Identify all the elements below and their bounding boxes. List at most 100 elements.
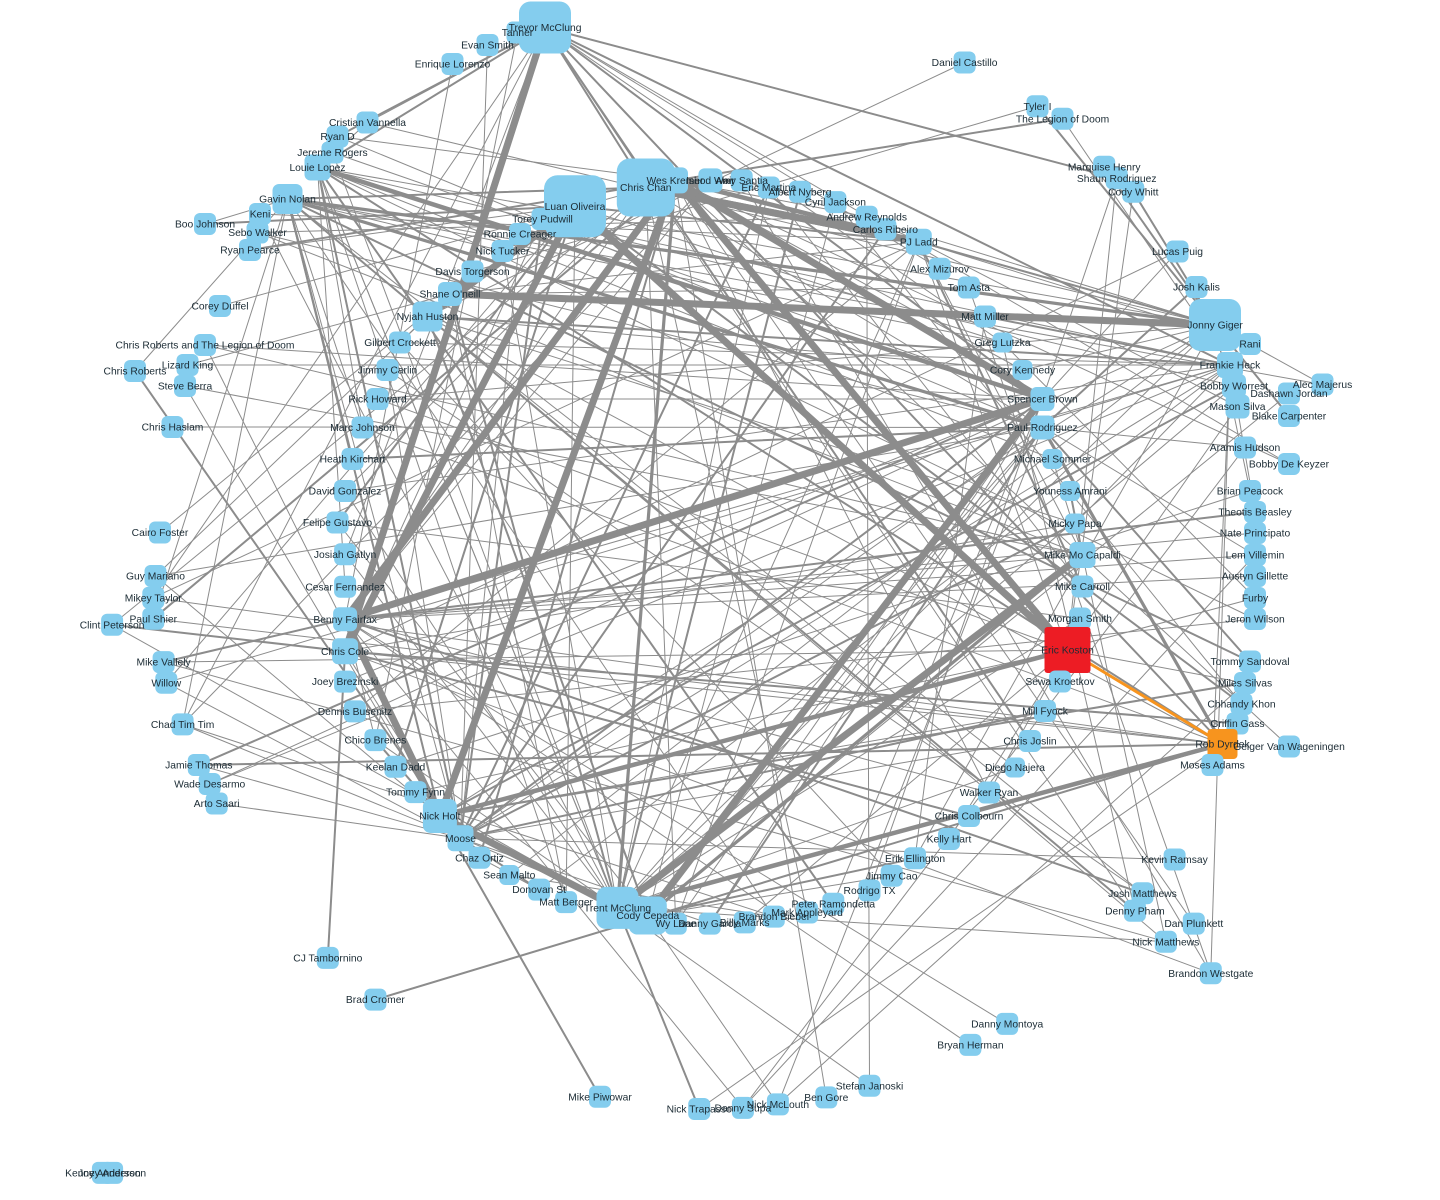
svg-text:Cristian Vannella: Cristian Vannella	[329, 118, 406, 129]
svg-text:CJ Tambornino: CJ Tambornino	[293, 954, 362, 965]
svg-text:Mike Carroll: Mike Carroll	[1055, 582, 1110, 593]
svg-text:Nyjah Huston: Nyjah Huston	[397, 312, 459, 323]
svg-text:Cairo Foster: Cairo Foster	[132, 528, 189, 539]
svg-text:Guy Mariano: Guy Mariano	[126, 572, 185, 583]
svg-text:Jamie Thomas: Jamie Thomas	[165, 761, 232, 772]
svg-text:Jonny Giger: Jonny Giger	[1187, 321, 1243, 332]
svg-text:Tanner: Tanner	[502, 28, 534, 39]
svg-text:Mikey Taylor: Mikey Taylor	[125, 593, 183, 604]
svg-text:Ryan Pearce: Ryan Pearce	[220, 246, 280, 257]
svg-text:Nick Holt: Nick Holt	[419, 812, 460, 823]
svg-text:Sewa Kroetkov: Sewa Kroetkov	[1025, 677, 1095, 688]
svg-text:Corey Duffel: Corey Duffel	[191, 302, 248, 313]
svg-text:Jereme Rogers: Jereme Rogers	[297, 148, 367, 159]
svg-text:Chris Roberts and The Legion o: Chris Roberts and The Legion of Doom	[116, 341, 295, 352]
svg-text:Davis Torgerson: Davis Torgerson	[435, 267, 509, 278]
svg-text:Nick Trapasso: Nick Trapasso	[667, 1105, 733, 1116]
svg-text:Chico Brenes: Chico Brenes	[344, 736, 406, 747]
svg-text:Dashawn Jordan: Dashawn Jordan	[1250, 389, 1328, 400]
svg-text:Brandon Westgate: Brandon Westgate	[1168, 969, 1253, 980]
svg-text:Tom Asta: Tom Asta	[948, 283, 991, 294]
svg-text:Mike Mo Capaldi: Mike Mo Capaldi	[1044, 551, 1121, 562]
svg-text:Joey Brezinski: Joey Brezinski	[312, 677, 378, 688]
svg-text:Gavin Nolan: Gavin Nolan	[259, 195, 316, 206]
svg-text:Eric Koston: Eric Koston	[1041, 646, 1094, 657]
svg-text:Tommy Sandoval: Tommy Sandoval	[1211, 657, 1290, 668]
svg-text:Cody Whitt: Cody Whitt	[1108, 187, 1158, 198]
svg-text:Cory Kennedy: Cory Kennedy	[990, 366, 1056, 377]
svg-text:Shane O'neill: Shane O'neill	[420, 290, 481, 301]
svg-text:Mike Vallely: Mike Vallely	[137, 658, 192, 669]
svg-text:Marc Johnson: Marc Johnson	[330, 423, 395, 434]
svg-text:Greg Lutzka: Greg Lutzka	[974, 338, 1030, 349]
svg-text:Chaz Ortiz: Chaz Ortiz	[455, 853, 504, 864]
svg-text:Matt Miller: Matt Miller	[961, 312, 1009, 323]
svg-text:Moose: Moose	[445, 834, 476, 845]
svg-text:Gilbert Crockett: Gilbert Crockett	[364, 338, 436, 349]
svg-text:Dennis Busenitz: Dennis Busenitz	[318, 707, 392, 718]
svg-text:Walker Ryan: Walker Ryan	[960, 788, 1019, 799]
svg-text:Spencer Brown: Spencer Brown	[1007, 395, 1078, 406]
svg-text:Arto Saari: Arto Saari	[194, 799, 240, 810]
svg-text:Ryan D: Ryan D	[320, 132, 354, 143]
svg-text:Josh Matthews: Josh Matthews	[1108, 889, 1177, 900]
svg-text:Nick Tucker: Nick Tucker	[476, 247, 530, 258]
svg-text:Tommy Fynn: Tommy Fynn	[386, 788, 445, 799]
svg-text:Miles Silvas: Miles Silvas	[1218, 679, 1272, 690]
svg-text:Clint Peterson: Clint Peterson	[80, 620, 145, 631]
svg-text:Donovan St: Donovan St	[512, 885, 566, 896]
svg-text:Ben Gore: Ben Gore	[804, 1093, 848, 1104]
svg-text:Ronnie Creager: Ronnie Creager	[484, 230, 557, 241]
svg-text:Josh Kalis: Josh Kalis	[1173, 283, 1220, 294]
svg-text:Frankie Heck: Frankie Heck	[1200, 361, 1262, 372]
svg-text:Rodrigo TX: Rodrigo TX	[844, 886, 896, 897]
svg-text:Lizard King: Lizard King	[162, 361, 214, 372]
svg-text:Keelan Dadd: Keelan Dadd	[366, 762, 426, 773]
svg-text:Steve Berra: Steve Berra	[158, 382, 213, 393]
svg-text:Chris Cole: Chris Cole	[321, 647, 369, 658]
svg-text:Blake Carpenter: Blake Carpenter	[1252, 412, 1327, 423]
svg-text:Denny Pham: Denny Pham	[1105, 906, 1165, 917]
svg-text:Bobby De Keyzer: Bobby De Keyzer	[1249, 460, 1330, 471]
svg-text:Morgan Smith: Morgan Smith	[1048, 614, 1112, 625]
svg-text:Cyril Jackson: Cyril Jackson	[805, 198, 866, 209]
svg-text:Wade Desarmo: Wade Desarmo	[174, 780, 245, 791]
svg-text:Griffin Gass: Griffin Gass	[1210, 719, 1264, 730]
svg-text:Daniel Castillo: Daniel Castillo	[932, 58, 998, 69]
svg-text:Alex Mizurov: Alex Mizurov	[910, 264, 970, 275]
svg-text:Shaun Rodriguez: Shaun Rodriguez	[1077, 174, 1157, 185]
svg-text:Sebo Walker: Sebo Walker	[228, 228, 287, 239]
svg-text:Cesar Fernandez: Cesar Fernandez	[305, 582, 385, 593]
svg-text:Felipe Gustavo: Felipe Gustavo	[303, 518, 373, 529]
svg-text:Micky Papa: Micky Papa	[1048, 519, 1101, 530]
svg-text:PJ Ladd: PJ Ladd	[900, 237, 938, 248]
svg-text:Albert Nyberg: Albert Nyberg	[769, 187, 832, 198]
svg-text:Brad Cromer: Brad Cromer	[346, 995, 406, 1006]
svg-text:Carlos Ribeiro: Carlos Ribeiro	[853, 225, 919, 236]
svg-text:Michael Sommer: Michael Sommer	[1014, 455, 1092, 466]
svg-text:Keni: Keni	[250, 210, 271, 221]
svg-text:Danny Montoya: Danny Montoya	[971, 1020, 1043, 1031]
svg-text:Moses Adams: Moses Adams	[1180, 761, 1245, 772]
svg-text:Joey Anderson: Joey Anderson	[78, 1169, 146, 1180]
svg-text:Boo Johnson: Boo Johnson	[175, 220, 235, 231]
svg-text:Heath Kirchart: Heath Kirchart	[320, 455, 386, 466]
svg-text:Jimmy Cao: Jimmy Cao	[866, 871, 918, 882]
svg-text:Chris Haslam: Chris Haslam	[142, 423, 204, 434]
svg-text:Torey Pudwill: Torey Pudwill	[512, 215, 573, 226]
svg-text:Paul Rodriguez: Paul Rodriguez	[1007, 423, 1077, 434]
svg-text:Chad Tim Tim: Chad Tim Tim	[151, 720, 215, 731]
svg-text:Youness Amrani: Youness Amrani	[1033, 487, 1107, 498]
svg-text:Enrique Lorenzo: Enrique Lorenzo	[415, 60, 491, 71]
svg-text:Kelly Hart: Kelly Hart	[927, 835, 972, 846]
svg-text:Evan Smith: Evan Smith	[461, 41, 514, 52]
svg-text:Lucas Puig: Lucas Puig	[1152, 247, 1203, 258]
svg-text:Dan Plunkett: Dan Plunkett	[1164, 919, 1223, 930]
svg-text:Lem Villemin: Lem Villemin	[1226, 551, 1285, 562]
svg-text:Brian Peacock: Brian Peacock	[1217, 487, 1284, 498]
svg-text:Jeron Wilson: Jeron Wilson	[1225, 615, 1285, 626]
svg-text:Andrew Reynolds: Andrew Reynolds	[826, 212, 907, 223]
svg-text:Chris Roberts: Chris Roberts	[104, 367, 167, 378]
svg-text:Rani: Rani	[1239, 340, 1260, 351]
svg-text:Marquise Henry: Marquise Henry	[1068, 162, 1142, 173]
